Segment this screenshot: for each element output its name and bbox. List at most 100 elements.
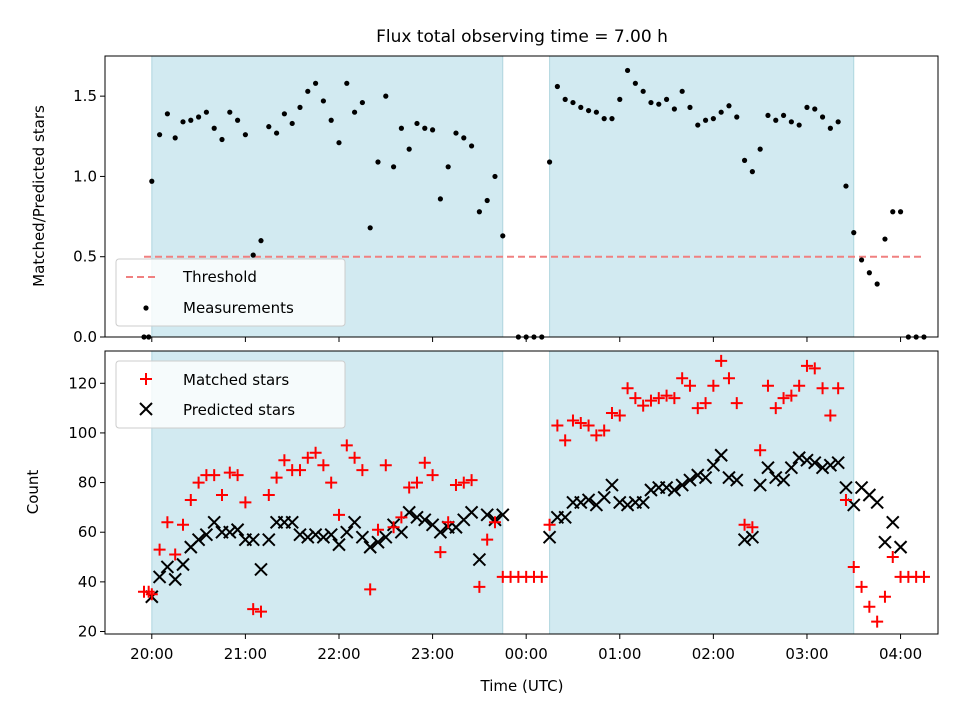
measurement-point [827,125,833,131]
predicted-stars-point [730,473,744,487]
predicted-stars-point [301,530,315,544]
bottom-y-axis-label: Count [24,470,42,515]
matched-stars-point [582,419,595,432]
measurement-point [328,117,334,123]
matched-stars-point [754,444,767,457]
measurement-point [718,109,724,115]
measurement-point [297,104,303,110]
predicted-stars-point [191,532,206,547]
measurement-point [149,178,155,184]
predicted-stars-point [776,473,791,487]
measurement-point [765,112,771,119]
matched-stars-point [340,439,353,452]
measurement-point [305,88,311,94]
measurement-point [390,164,397,170]
top-y-tick-label: 1.5 [73,87,97,105]
predicted-stars-point [620,498,635,512]
measurement-point [773,117,779,123]
predicted-stars-point [316,530,331,544]
predicted-stars-point [176,557,190,572]
predicted-stars-point [815,460,830,475]
matched-stars-point [473,580,486,593]
measurement-point [344,80,350,86]
matched-stars-point [878,590,891,603]
matched-stars-point [176,518,189,531]
measurement-point [788,119,794,125]
predicted-stars-point [558,510,572,525]
measurement-point [710,116,716,122]
matched-stars-point [691,402,704,415]
matched-stars-point [629,392,642,405]
predicted-stars-point [691,468,705,482]
predicted-stars-point [761,460,775,475]
x-tick-label: 03:00 [785,645,828,663]
measurement-point [398,125,404,131]
predicted-stars-point [683,473,697,487]
predicted-stars-point [230,523,245,537]
predicted-stars-point [613,495,627,510]
measurement-point [367,225,373,231]
predicted-stars-point [347,515,362,529]
matched-stars-point [800,359,813,372]
predicted-stars-point [262,532,276,547]
matched-stars-point [886,551,899,564]
bottom-plot-frame [104,350,939,635]
matched-stars-point [254,605,267,618]
predicted-stars-point [722,470,736,485]
measurement-point [671,106,677,112]
matched-stars-point [566,414,579,427]
predicted-stars-point [168,572,182,587]
measurement-point [188,117,194,123]
predicted-stars-point [706,458,721,472]
measurement-point [812,106,818,112]
predicted-stars-point [324,527,338,542]
matched-stars-point [847,560,860,573]
predicted-stars-point [379,530,393,544]
measurement-point [461,135,467,141]
matched-stars-point [816,382,829,395]
bottom-legend: Matched stars Predicted stars [115,360,346,429]
matched-stars-point [215,488,228,501]
predicted-stars-point [667,483,682,497]
predicted-stars-point [480,508,494,522]
matched-stars-point [730,397,743,410]
measurement-point [406,146,412,152]
matched-stars-point [637,399,650,412]
measurement-point [562,96,568,102]
measurement-point [858,257,865,263]
bottom-y-tick-label: 60 [78,523,97,541]
predicted-stars-point [355,530,370,544]
measurement-point [312,80,319,86]
measurement-point [234,117,241,123]
predicted-stars-point [199,527,214,542]
matched-stars-point [613,409,626,422]
matched-stars-point [153,543,166,556]
measurement-point [422,125,428,131]
measurement-point [882,236,888,242]
measurement-point [554,83,560,90]
matched-stars-point [278,454,291,467]
measurement-point [359,99,365,106]
matched-stars-point [410,476,423,489]
predicted-stars-point [792,451,806,465]
matched-stars-point [676,372,689,385]
measurement-point [266,124,272,130]
predicted-stars-point [886,515,900,529]
measurement-point [632,80,638,86]
matched-stars-point [652,392,665,405]
top-y-tick-label: 1.0 [73,167,97,185]
matched-stars-point [395,511,408,524]
predicted-stars-point [410,510,424,525]
predicted-stars-point [340,525,354,539]
predicted-stars-point [605,478,619,492]
predicted-stars-point [542,530,557,544]
legend-matched-label: Matched stars [183,371,289,389]
measurement-point [242,132,248,138]
legend-measurements-swatch [143,305,149,311]
predicted-stars-point [246,532,260,547]
measurement-point [695,122,701,128]
measurement-point [624,67,631,74]
predicted-stars-point [737,532,752,547]
matched-stars-point [293,464,306,477]
matched-stars-point [442,516,455,529]
